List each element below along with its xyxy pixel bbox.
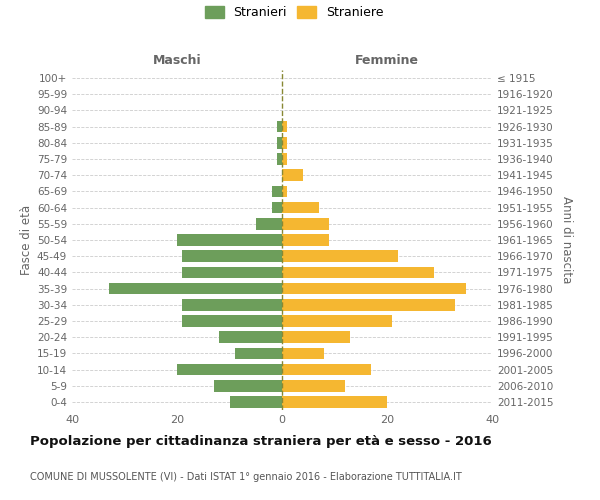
Bar	[229, 396, 282, 407]
Bar	[282, 137, 287, 148]
Bar	[282, 250, 398, 262]
Bar	[277, 153, 282, 165]
Bar	[282, 121, 287, 132]
Bar	[177, 364, 282, 376]
Bar	[235, 348, 282, 359]
Bar	[282, 332, 350, 343]
Bar	[256, 218, 282, 230]
Bar	[282, 218, 329, 230]
Y-axis label: Anni di nascita: Anni di nascita	[560, 196, 573, 284]
Bar	[182, 250, 282, 262]
Bar	[182, 299, 282, 310]
Bar	[182, 315, 282, 327]
Bar	[182, 266, 282, 278]
Bar	[282, 380, 345, 392]
Bar	[282, 186, 287, 198]
Bar	[177, 234, 282, 246]
Bar	[282, 315, 392, 327]
Bar	[282, 396, 387, 407]
Bar	[282, 202, 319, 213]
Bar	[277, 121, 282, 132]
Legend: Stranieri, Straniere: Stranieri, Straniere	[205, 6, 383, 20]
Text: COMUNE DI MUSSOLENTE (VI) - Dati ISTAT 1° gennaio 2016 - Elaborazione TUTTITALIA: COMUNE DI MUSSOLENTE (VI) - Dati ISTAT 1…	[30, 472, 462, 482]
Bar	[219, 332, 282, 343]
Text: Femmine: Femmine	[355, 54, 419, 67]
Y-axis label: Fasce di età: Fasce di età	[20, 205, 33, 275]
Text: Popolazione per cittadinanza straniera per età e sesso - 2016: Popolazione per cittadinanza straniera p…	[30, 435, 492, 448]
Bar	[282, 153, 287, 165]
Bar	[282, 266, 434, 278]
Text: Maschi: Maschi	[152, 54, 202, 67]
Bar	[282, 364, 371, 376]
Bar	[282, 234, 329, 246]
Bar	[282, 170, 303, 181]
Bar	[282, 299, 455, 310]
Bar	[282, 348, 324, 359]
Bar	[214, 380, 282, 392]
Bar	[271, 202, 282, 213]
Bar	[277, 137, 282, 148]
Bar	[271, 186, 282, 198]
Bar	[282, 282, 466, 294]
Bar	[109, 282, 282, 294]
